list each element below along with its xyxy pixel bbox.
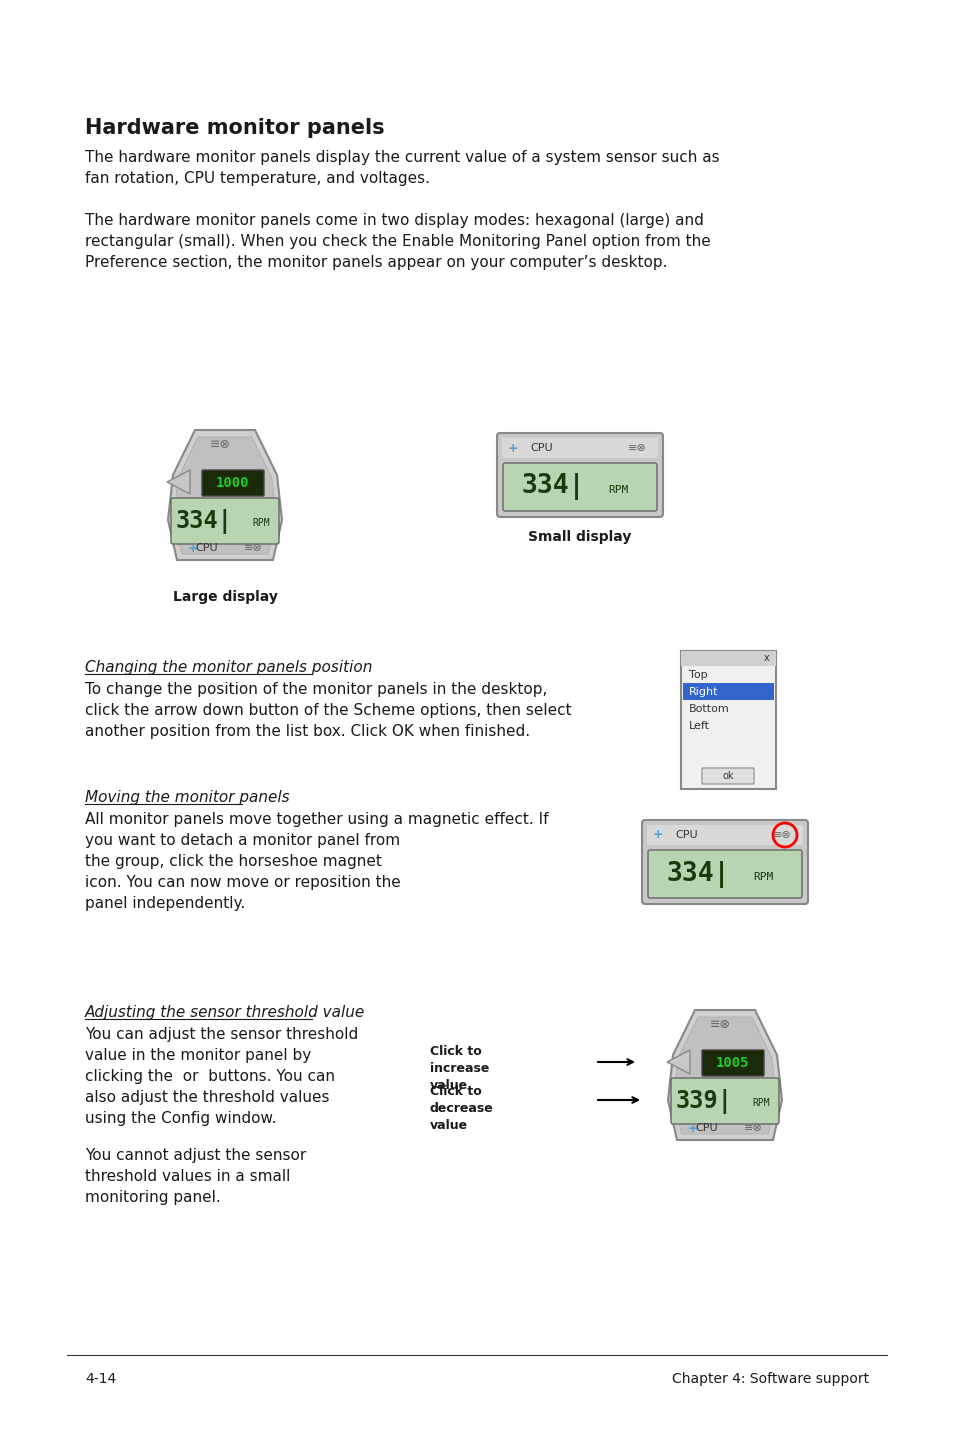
Text: CPU: CPU [695, 1123, 718, 1133]
FancyBboxPatch shape [701, 768, 753, 784]
Text: Hardware monitor panels: Hardware monitor panels [85, 118, 384, 138]
Polygon shape [667, 1009, 781, 1140]
Text: Right: Right [688, 687, 718, 697]
Text: 4-14: 4-14 [85, 1372, 116, 1386]
Text: 334|: 334| [175, 509, 233, 533]
Text: RPM: RPM [607, 485, 627, 495]
Text: 339|: 339| [676, 1089, 732, 1113]
Text: You cannot adjust the sensor
threshold values in a small
monitoring panel.: You cannot adjust the sensor threshold v… [85, 1148, 306, 1205]
FancyBboxPatch shape [682, 683, 773, 700]
FancyBboxPatch shape [670, 1078, 779, 1125]
Text: x: x [763, 653, 769, 663]
Text: RPM: RPM [752, 871, 772, 881]
Text: Adjusting the sensor threshold value: Adjusting the sensor threshold value [85, 1005, 365, 1020]
Text: Chapter 4: Software support: Chapter 4: Software support [671, 1372, 868, 1386]
FancyBboxPatch shape [701, 1050, 763, 1076]
Text: Click to
decrease
value: Click to decrease value [430, 1086, 494, 1132]
Polygon shape [168, 430, 282, 559]
FancyBboxPatch shape [647, 850, 801, 897]
Text: ≡⊗: ≡⊗ [742, 1123, 761, 1133]
Text: Click to
increase
value: Click to increase value [430, 1045, 489, 1091]
Text: CPU: CPU [675, 830, 697, 840]
FancyBboxPatch shape [680, 651, 775, 666]
Text: RPM: RPM [252, 518, 270, 528]
Text: Changing the monitor panels position: Changing the monitor panels position [85, 660, 372, 674]
Polygon shape [666, 1050, 689, 1074]
FancyBboxPatch shape [202, 470, 264, 496]
Text: Bottom: Bottom [688, 705, 729, 715]
FancyBboxPatch shape [171, 498, 278, 544]
Text: Small display: Small display [528, 531, 631, 544]
Text: The hardware monitor panels come in two display modes: hexagonal (large) and
rec: The hardware monitor panels come in two … [85, 213, 710, 270]
Text: You can adjust the sensor threshold
value in the monitor panel by
clicking the  : You can adjust the sensor threshold valu… [85, 1027, 358, 1126]
Text: RPM: RPM [751, 1099, 769, 1109]
FancyBboxPatch shape [502, 463, 657, 510]
Text: +: + [687, 1122, 698, 1135]
Text: CPU: CPU [530, 443, 552, 453]
Text: CPU: CPU [195, 544, 218, 554]
Text: +: + [652, 828, 662, 841]
Text: ≡⊗: ≡⊗ [772, 830, 791, 840]
Text: All monitor panels move together using a magnetic effect. If
you want to detach : All monitor panels move together using a… [85, 812, 548, 912]
Text: ≡⊗: ≡⊗ [210, 439, 231, 452]
FancyBboxPatch shape [641, 820, 807, 905]
Text: To change the position of the monitor panels in the desktop,
click the arrow dow: To change the position of the monitor pa… [85, 682, 571, 739]
Text: 334|: 334| [666, 860, 729, 887]
Polygon shape [673, 1017, 776, 1135]
Text: Large display: Large display [172, 590, 277, 604]
Text: Top: Top [688, 670, 707, 680]
Text: 1005: 1005 [716, 1055, 749, 1070]
Text: ≡⊗: ≡⊗ [243, 544, 262, 554]
FancyBboxPatch shape [501, 439, 658, 457]
Text: ≡⊗: ≡⊗ [709, 1018, 730, 1031]
Polygon shape [167, 470, 190, 495]
Text: Moving the monitor panels: Moving the monitor panels [85, 789, 290, 805]
Text: The hardware monitor panels display the current value of a system sensor such as: The hardware monitor panels display the … [85, 150, 719, 186]
FancyBboxPatch shape [497, 433, 662, 518]
Text: +: + [188, 542, 198, 555]
Text: ≡⊗: ≡⊗ [627, 443, 646, 453]
Text: Left: Left [688, 720, 709, 731]
Polygon shape [173, 437, 276, 554]
FancyBboxPatch shape [646, 825, 802, 846]
FancyBboxPatch shape [680, 651, 775, 789]
Text: +: + [507, 441, 517, 454]
Text: ok: ok [721, 771, 733, 781]
Text: 334|: 334| [521, 473, 584, 500]
Text: 1000: 1000 [216, 476, 250, 490]
